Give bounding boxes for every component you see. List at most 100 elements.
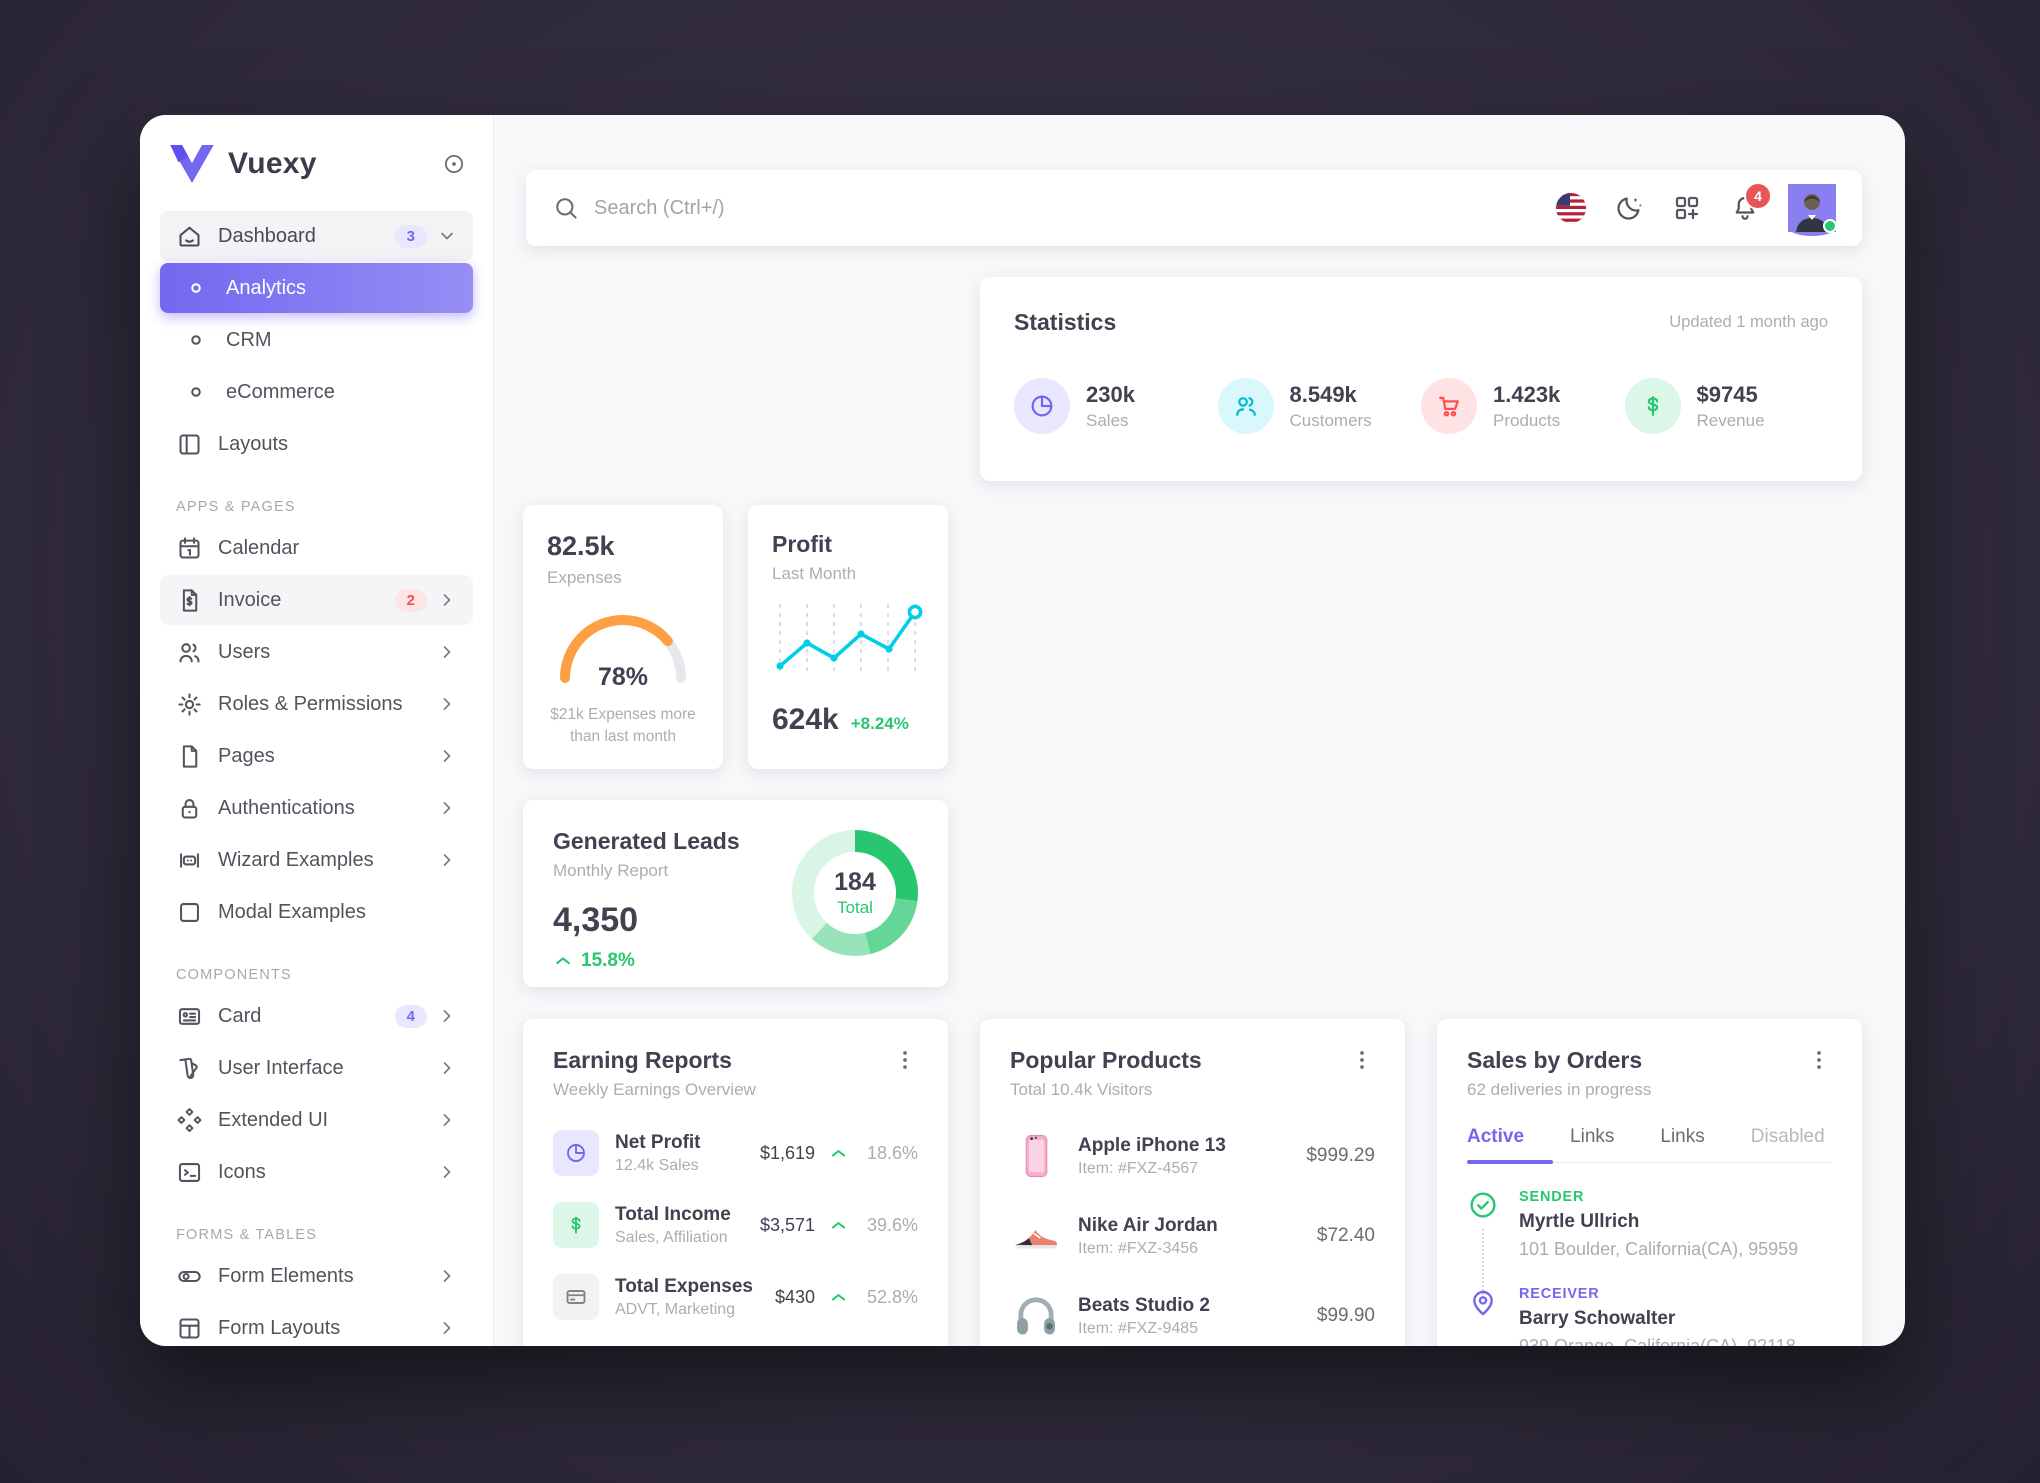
brand-name: Vuexy bbox=[228, 147, 317, 180]
sidebar-item-modal-examples[interactable]: Modal Examples bbox=[160, 887, 473, 937]
tab-links-1[interactable]: Links bbox=[1570, 1126, 1615, 1147]
notifications-bell-icon[interactable]: 4 bbox=[1730, 184, 1770, 223]
sidebar-item-form-layouts[interactable]: Form Layouts bbox=[160, 1303, 473, 1346]
stat-label: Sales bbox=[1086, 410, 1129, 430]
receiver-address: 939 Orange, California(CA), 92118 bbox=[1519, 1336, 1796, 1346]
sidebar-pin-icon[interactable] bbox=[441, 151, 467, 177]
sidebar-item-user-interface[interactable]: User Interface bbox=[160, 1043, 473, 1093]
leads-title: Generated Leads bbox=[553, 828, 740, 854]
search-bar[interactable] bbox=[552, 194, 1556, 222]
kebab-menu-icon[interactable] bbox=[1806, 1047, 1832, 1073]
language-flag-icon[interactable] bbox=[1556, 193, 1586, 223]
chevron-right-icon bbox=[437, 1318, 457, 1338]
tab-active[interactable]: Active bbox=[1467, 1126, 1525, 1147]
sidebar-item-card[interactable]: Card 4 bbox=[160, 991, 473, 1041]
sidebar-item-layouts[interactable]: Layouts bbox=[160, 419, 473, 469]
brand: Vuexy bbox=[140, 115, 493, 201]
vuexy-logo-icon bbox=[170, 145, 214, 183]
earning-row-percent: 52.8% bbox=[866, 1286, 918, 1307]
leads-subtitle: Monthly Report bbox=[553, 861, 669, 880]
sidebar-item-authentications[interactable]: Authentications bbox=[160, 783, 473, 833]
sidebar-item-dashboard[interactable]: Dashboard 3 bbox=[160, 211, 473, 261]
generated-leads-card: Generated Leads Monthly Report 4,350 15.… bbox=[523, 800, 948, 987]
sidebar-item-label: Icons bbox=[218, 1160, 266, 1183]
product-price: $999.29 bbox=[1306, 1145, 1375, 1166]
statistics-card: Statistics Updated 1 month ago 230k Sales… bbox=[980, 277, 1862, 481]
expenses-card: 82.5k Expenses 78% $21k Expenses more th… bbox=[523, 505, 723, 769]
sidebar-item-crm[interactable]: CRM bbox=[160, 315, 473, 365]
chevron-down-icon bbox=[437, 226, 457, 246]
sidebar-item-label: Card bbox=[218, 1004, 262, 1027]
sidebar-item-label: Wizard Examples bbox=[218, 848, 374, 871]
statistics-updated: Updated 1 month ago bbox=[1669, 313, 1828, 331]
profit-value: 624k bbox=[772, 703, 839, 736]
timeline-connector bbox=[1482, 1229, 1484, 1295]
app-window: Vuexy Dashboard 3 Analytics CRM bbox=[140, 115, 1905, 1346]
sidebar-item-invoice[interactable]: Invoice 2 bbox=[160, 575, 473, 625]
diamonds-icon bbox=[176, 1107, 203, 1134]
receiver-name: Barry Schowalter bbox=[1519, 1308, 1676, 1329]
sidebar-item-extended-ui[interactable]: Extended UI bbox=[160, 1095, 473, 1145]
leads-total-label: Total bbox=[837, 898, 873, 917]
stat-value: 1.423k bbox=[1493, 381, 1561, 407]
kebab-menu-icon[interactable] bbox=[892, 1047, 918, 1073]
sidebar-item-wizard-examples[interactable]: Wizard Examples bbox=[160, 835, 473, 885]
form-layout-icon bbox=[176, 1315, 203, 1342]
lock-icon bbox=[176, 795, 203, 822]
online-status-dot bbox=[1823, 219, 1837, 233]
nav-section-components: COMPONENTS bbox=[176, 967, 292, 983]
sidebar-item-label: Form Elements bbox=[218, 1264, 354, 1287]
trend-up-icon bbox=[829, 1288, 848, 1307]
user-avatar[interactable] bbox=[1788, 184, 1837, 236]
sidebar-item-roles-permissions[interactable]: Roles & Permissions bbox=[160, 679, 473, 729]
receiver-label: RECEIVER bbox=[1519, 1286, 1600, 1302]
dollar-icon bbox=[1624, 378, 1681, 434]
tab-links-2[interactable]: Links bbox=[1660, 1126, 1705, 1147]
sidebar-item-analytics[interactable]: Analytics bbox=[160, 263, 473, 313]
sales-by-orders-card: Sales by Orders 62 deliveries in progres… bbox=[1437, 1019, 1862, 1346]
sidebar-item-label: CRM bbox=[226, 328, 272, 351]
shortcuts-grid-icon[interactable] bbox=[1672, 193, 1702, 223]
sidebar-item-label: Extended UI bbox=[218, 1108, 329, 1131]
tab-disabled[interactable]: Disabled bbox=[1750, 1126, 1825, 1147]
expenses-value: 82.5k bbox=[547, 531, 615, 561]
sidebar-item-icons[interactable]: Icons bbox=[160, 1147, 473, 1197]
sidebar-item-label: Form Layouts bbox=[218, 1316, 341, 1339]
expenses-note-line1: $21k Expenses more bbox=[550, 706, 696, 723]
product-price: $99.90 bbox=[1316, 1305, 1375, 1326]
sidebar-item-calendar[interactable]: Calendar bbox=[160, 523, 473, 573]
sidebar-item-label: Calendar bbox=[218, 536, 300, 559]
earning-reports-card: Earning Reports Weekly Earnings Overview… bbox=[523, 1019, 948, 1346]
kebab-menu-icon[interactable] bbox=[1349, 1047, 1375, 1073]
dashboard-badge: 3 bbox=[394, 224, 427, 248]
sidebar-item-label: Authentications bbox=[218, 796, 355, 819]
earning-title: Earning Reports bbox=[553, 1047, 732, 1073]
chevron-right-icon bbox=[437, 590, 457, 610]
product-row-beats: Beats Studio 2 Item: #FXZ-9485 $99.90 bbox=[1010, 1290, 1375, 1342]
chevron-right-icon bbox=[437, 1266, 457, 1286]
sidebar-item-form-elements[interactable]: Form Elements bbox=[160, 1251, 473, 1301]
sidebar-item-label: Modal Examples bbox=[218, 900, 366, 923]
sidebar-item-ecommerce[interactable]: eCommerce bbox=[160, 367, 473, 417]
sidebar: Vuexy Dashboard 3 Analytics CRM bbox=[140, 115, 494, 1346]
sidebar-item-label: Invoice bbox=[218, 588, 282, 611]
pie-chart-icon bbox=[553, 1130, 599, 1176]
orders-subtitle: 62 deliveries in progress bbox=[1467, 1080, 1652, 1099]
sidebar-item-label: Pages bbox=[218, 744, 275, 767]
sender-address: 101 Boulder, California(CA), 95959 bbox=[1519, 1239, 1799, 1259]
product-image-headphones bbox=[1010, 1290, 1062, 1342]
dollar-icon bbox=[553, 1202, 599, 1248]
sidebar-item-pages[interactable]: Pages bbox=[160, 731, 473, 781]
search-input[interactable] bbox=[594, 196, 1556, 220]
square-icon bbox=[176, 899, 203, 926]
wizard-icon bbox=[176, 847, 203, 874]
cart-icon bbox=[1421, 378, 1477, 434]
orders-title: Sales by Orders bbox=[1467, 1047, 1643, 1073]
stat-sales: 230k Sales bbox=[1014, 378, 1218, 434]
sidebar-nav: Dashboard 3 Analytics CRM eCommerce bbox=[140, 201, 493, 1346]
profit-title: Profit bbox=[772, 531, 833, 557]
leads-delta-value: 15.8% bbox=[581, 950, 635, 971]
dark-mode-moon-icon[interactable] bbox=[1614, 193, 1644, 223]
nav-section-apps-pages: APPS & PAGES bbox=[176, 499, 296, 515]
sidebar-item-users[interactable]: Users bbox=[160, 627, 473, 677]
